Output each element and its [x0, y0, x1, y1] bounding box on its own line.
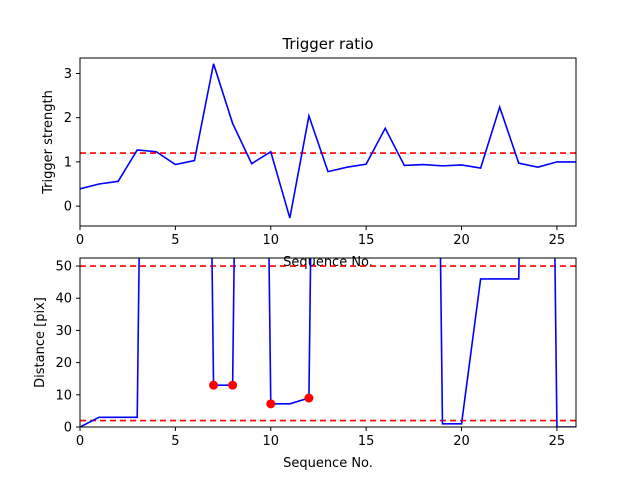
x-tick-label: 25 — [549, 233, 566, 248]
y-axis-label: Trigger strength — [41, 90, 56, 195]
x-tick-label: 10 — [262, 434, 279, 449]
x-tick-label: 15 — [358, 434, 375, 449]
x-tick-label: 20 — [453, 233, 470, 248]
y-tick-label: 2 — [64, 111, 72, 126]
y-tick-label: 50 — [55, 260, 72, 275]
x-tick-label: 25 — [549, 434, 566, 449]
y-tick-label: 1 — [64, 155, 72, 170]
marker-point — [209, 380, 219, 390]
y-tick-label: 30 — [55, 324, 72, 339]
y-tick-label: 10 — [55, 388, 72, 403]
x-tick-label: 20 — [453, 434, 470, 449]
series-line-1 — [80, 63, 576, 219]
x-tick-label: 5 — [171, 233, 179, 248]
x-axis-label: Sequence No. — [283, 456, 373, 471]
x-tick-label: 0 — [76, 233, 84, 248]
x-tick-label: 0 — [76, 434, 84, 449]
x-tick-label: 10 — [262, 233, 279, 248]
y-axis-label: Distance [pix] — [33, 297, 48, 388]
series-line-1 — [80, 258, 576, 427]
y-tick-label: 3 — [64, 67, 72, 82]
y-tick-label: 0 — [64, 421, 72, 436]
marker-point — [304, 393, 314, 403]
x-tick-label: 5 — [171, 434, 179, 449]
y-tick-label: 0 — [64, 200, 72, 215]
y-tick-label: 20 — [55, 356, 72, 371]
y-tick-label: 40 — [55, 292, 72, 307]
subplot-1: 0 5 10 15 20 25 0 1 2 3 Trigger ratio Sequence No. T… — [41, 35, 577, 270]
marker-point — [228, 380, 238, 390]
plot-area — [80, 258, 576, 427]
x-tick-label: 15 — [358, 233, 375, 248]
x-axis-label: Sequence No. — [283, 255, 373, 270]
subplot-2: 0 5 10 15 20 25 0 10 20 30 40 50 Sequence No. Distanc… — [33, 257, 577, 471]
axes-frame — [79, 57, 577, 227]
axes-frame — [79, 257, 577, 428]
chart-title: Trigger ratio — [281, 35, 373, 53]
plot-area — [80, 63, 576, 219]
marker-point — [266, 399, 276, 409]
